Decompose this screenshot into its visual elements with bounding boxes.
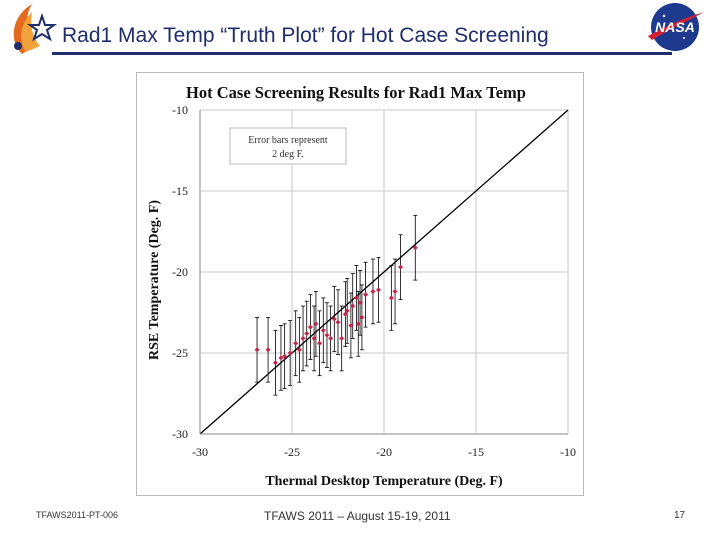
- reference-line-y-equals-x: [199, 109, 569, 435]
- data-point-21: [344, 308, 350, 314]
- x-tick-label-1: -25: [284, 445, 300, 459]
- data-point-29: [370, 288, 376, 294]
- footer-event: TFAWS 2011 – August 15-19, 2011: [264, 509, 451, 523]
- x-tick-label-4: -10: [560, 445, 576, 459]
- x-tick-label-3: -15: [468, 445, 484, 459]
- y-tick-label-4: -30: [172, 427, 188, 441]
- x-tick-label-0: -30: [192, 445, 208, 459]
- title-divider: [52, 52, 672, 55]
- data-point-7: [296, 347, 302, 353]
- data-point-24: [353, 295, 359, 301]
- tfaws-logo-icon: [13, 4, 58, 54]
- legend-note-line-1: Error bars represent: [248, 135, 328, 146]
- y-tick-label-3: -25: [172, 346, 188, 360]
- nasa-logo-icon: NASA: [648, 3, 704, 51]
- data-point-26: [357, 300, 363, 306]
- data-point-0: [254, 347, 260, 353]
- data-point-4: [282, 353, 288, 359]
- data-point-18: [335, 319, 341, 325]
- legend-note-line-2: 2 deg F.: [272, 149, 304, 160]
- slide-title: Rad1 Max Temp “Truth Plot” for Hot Case …: [62, 24, 549, 47]
- data-point-5: [287, 350, 293, 356]
- data-point-14: [320, 327, 326, 333]
- data-point-34: [412, 245, 418, 251]
- truth-plot-chart: -30 -25 -20 -15 -10 -10 -15 -20 -25 -30 Hot Case …: [147, 83, 576, 489]
- data-point-2: [272, 360, 278, 366]
- data-point-6: [293, 340, 299, 346]
- data-point-22: [348, 322, 354, 328]
- nasa-logo-text: NASA: [655, 19, 695, 35]
- data-point-11: [311, 335, 317, 341]
- data-point-9: [304, 331, 310, 337]
- y-axis-label: RSE Temperature (Deg. F): [147, 200, 162, 360]
- x-axis-label: Thermal Desktop Temperature (Deg. F): [265, 474, 503, 489]
- error-bars: [255, 214, 418, 396]
- data-point-3: [278, 355, 284, 361]
- y-tick-label-2: -20: [172, 265, 188, 279]
- y-tick-label-1: -15: [172, 184, 188, 198]
- data-point-23: [350, 303, 356, 309]
- y-tick-label-0: -10: [172, 103, 188, 117]
- axes: [199, 110, 568, 435]
- data-point-25: [355, 321, 361, 327]
- data-point-12: [313, 321, 319, 327]
- footer-page-number: 17: [674, 510, 686, 521]
- data-point-16: [328, 335, 334, 341]
- data-point-13: [317, 340, 323, 346]
- data-point-33: [398, 264, 404, 270]
- data-point-15: [324, 332, 330, 338]
- data-point-32: [392, 288, 398, 294]
- data-point-19: [339, 335, 345, 341]
- data-points: [254, 245, 418, 366]
- legend-note: Error bars represent 2 deg F.: [229, 127, 347, 165]
- tick-labels: -30 -25 -20 -15 -10 -10 -15 -20 -25 -30: [172, 103, 576, 459]
- data-point-17: [331, 316, 337, 322]
- x-tick-label-2: -20: [376, 445, 392, 459]
- data-point-10: [307, 324, 313, 330]
- data-point-30: [375, 287, 381, 293]
- data-point-28: [363, 292, 369, 298]
- data-point-31: [388, 295, 394, 301]
- data-point-20: [342, 311, 348, 317]
- data-point-8: [300, 335, 306, 341]
- data-point-27: [359, 314, 365, 320]
- data-point-1: [265, 347, 271, 353]
- footer-doc-id: TFAWS2011-PT-006: [36, 510, 119, 520]
- chart-title: Hot Case Screening Results for Rad1 Max …: [186, 83, 526, 102]
